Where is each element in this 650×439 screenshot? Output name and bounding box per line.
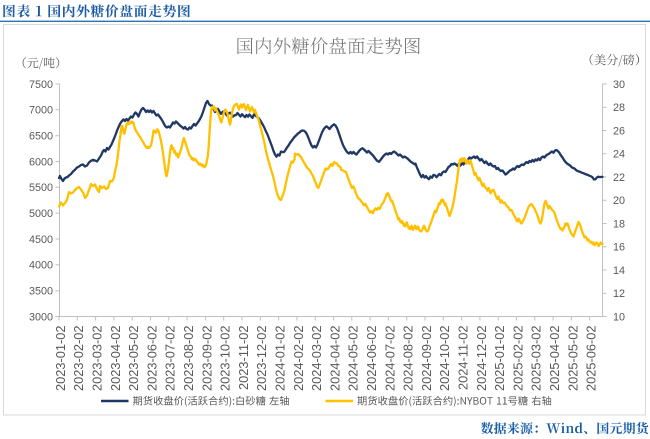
svg-text:2025-06-02: 2025-06-02 xyxy=(584,326,599,391)
svg-text:10: 10 xyxy=(613,311,625,323)
svg-text:3000: 3000 xyxy=(29,311,53,323)
svg-text:2023-03-02: 2023-03-02 xyxy=(90,326,105,391)
svg-text:7000: 7000 xyxy=(29,105,53,117)
svg-text:26: 26 xyxy=(613,125,625,137)
svg-text:22: 22 xyxy=(613,172,625,184)
svg-text:18: 18 xyxy=(613,218,625,230)
svg-text:2023-10-02: 2023-10-02 xyxy=(218,326,233,391)
svg-text:7500: 7500 xyxy=(29,79,53,91)
svg-text:6500: 6500 xyxy=(29,131,53,143)
svg-text:2023-04-02: 2023-04-02 xyxy=(108,326,123,391)
svg-text:2023-02-02: 2023-02-02 xyxy=(71,326,86,391)
svg-text:2023-09-02: 2023-09-02 xyxy=(199,326,214,391)
svg-text:2023-06-02: 2023-06-02 xyxy=(144,326,159,391)
svg-text:2023-05-02: 2023-05-02 xyxy=(126,326,141,391)
svg-text:2023-11-02: 2023-11-02 xyxy=(236,326,251,391)
svg-text:5500: 5500 xyxy=(29,182,53,194)
svg-text:2023-07-02: 2023-07-02 xyxy=(163,326,178,391)
svg-text:4000: 4000 xyxy=(29,260,53,272)
svg-text:2024-07-02: 2024-07-02 xyxy=(382,326,397,391)
svg-text:2024-03-02: 2024-03-02 xyxy=(309,326,324,391)
svg-text:2024-11-02: 2024-11-02 xyxy=(456,326,471,391)
svg-text:2024-05-02: 2024-05-02 xyxy=(346,326,361,391)
svg-text:2025-04-02: 2025-04-02 xyxy=(547,326,562,391)
svg-text:5000: 5000 xyxy=(29,208,53,220)
svg-text:2025-05-02: 2025-05-02 xyxy=(565,326,580,391)
svg-text:2025-03-02: 2025-03-02 xyxy=(529,326,544,391)
svg-text:2023-01-02: 2023-01-02 xyxy=(53,326,68,391)
svg-text:2024-10-02: 2024-10-02 xyxy=(437,326,452,391)
svg-text:2023-12-02: 2023-12-02 xyxy=(254,326,269,391)
svg-text:4500: 4500 xyxy=(29,234,53,246)
svg-text:2024-04-02: 2024-04-02 xyxy=(327,326,342,391)
svg-text:28: 28 xyxy=(613,102,625,114)
svg-text:14: 14 xyxy=(613,265,625,277)
svg-text:2025-01-02: 2025-01-02 xyxy=(492,326,507,391)
svg-text:2024-09-02: 2024-09-02 xyxy=(419,326,434,391)
svg-text:24: 24 xyxy=(613,149,625,161)
svg-text:2024-01-02: 2024-01-02 xyxy=(273,326,288,391)
svg-text:2025-02-02: 2025-02-02 xyxy=(510,326,525,391)
svg-text:2024-08-02: 2024-08-02 xyxy=(401,326,416,391)
svg-text:2024-02-02: 2024-02-02 xyxy=(291,326,306,391)
svg-text:30: 30 xyxy=(613,79,625,91)
svg-text:12: 12 xyxy=(613,288,625,300)
svg-text:2023-08-02: 2023-08-02 xyxy=(181,326,196,391)
svg-text:2024-12-02: 2024-12-02 xyxy=(474,326,489,391)
svg-text:2024-06-02: 2024-06-02 xyxy=(364,326,379,391)
svg-text:20: 20 xyxy=(613,195,625,207)
svg-text:16: 16 xyxy=(613,242,625,254)
svg-text:3500: 3500 xyxy=(29,286,53,298)
svg-text:6000: 6000 xyxy=(29,156,53,168)
